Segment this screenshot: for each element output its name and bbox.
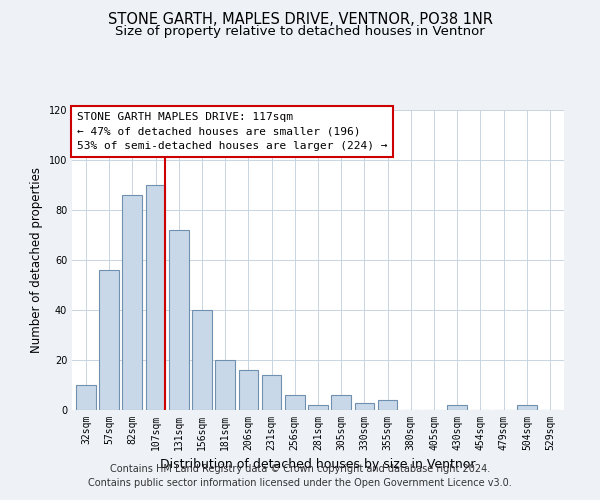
Bar: [262, 375, 281, 410]
Text: Size of property relative to detached houses in Ventnor: Size of property relative to detached ho…: [115, 25, 485, 38]
Text: STONE GARTH MAPLES DRIVE: 117sqm
← 47% of detached houses are smaller (196)
53% : STONE GARTH MAPLES DRIVE: 117sqm ← 47% o…: [77, 112, 388, 151]
Bar: [99, 270, 119, 410]
Bar: [285, 395, 305, 410]
Bar: [146, 185, 166, 410]
Bar: [169, 230, 188, 410]
Bar: [239, 370, 258, 410]
Y-axis label: Number of detached properties: Number of detached properties: [30, 167, 43, 353]
X-axis label: Distribution of detached houses by size in Ventnor: Distribution of detached houses by size …: [160, 458, 476, 471]
Bar: [355, 402, 374, 410]
Text: STONE GARTH, MAPLES DRIVE, VENTNOR, PO38 1NR: STONE GARTH, MAPLES DRIVE, VENTNOR, PO38…: [107, 12, 493, 28]
Bar: [517, 405, 537, 410]
Bar: [448, 405, 467, 410]
Bar: [378, 400, 397, 410]
Bar: [122, 195, 142, 410]
Bar: [215, 360, 235, 410]
Bar: [76, 385, 96, 410]
Bar: [331, 395, 351, 410]
Bar: [308, 405, 328, 410]
Text: Contains HM Land Registry data © Crown copyright and database right 2024.
Contai: Contains HM Land Registry data © Crown c…: [88, 464, 512, 487]
Bar: [192, 310, 212, 410]
